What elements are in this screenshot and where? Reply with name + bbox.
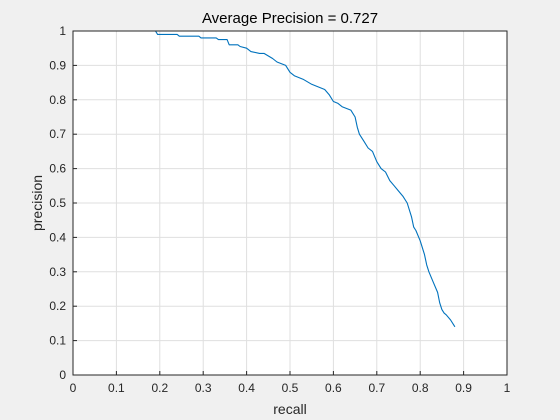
x-tick-label: 0.1 xyxy=(108,381,125,395)
y-tick-label: 1 xyxy=(59,24,66,38)
x-axis-label: recall xyxy=(273,401,306,417)
y-tick-label: 0.8 xyxy=(49,93,66,107)
x-tick-label: 0.8 xyxy=(412,381,429,395)
x-tick-label: 1 xyxy=(504,381,511,395)
y-tick-label: 0.1 xyxy=(49,334,66,348)
y-tick-label: 0.4 xyxy=(49,230,66,244)
y-axis-label: precision xyxy=(29,175,45,231)
series-layer xyxy=(73,30,456,328)
y-tick-label: 0.2 xyxy=(49,299,66,313)
x-tick-label: 0.5 xyxy=(282,381,299,395)
x-tick-label: 0.9 xyxy=(455,381,472,395)
y-ticks: 0 0.1 0.2 0.3 0.4 0.5 0.6 0.7 0.8 0.9 1 xyxy=(49,24,77,382)
x-ticks: 0 0.1 0.2 0.3 0.4 0.5 0.6 0.7 0.8 0.9 1 xyxy=(70,371,511,395)
x-tick-label: 0 xyxy=(70,381,77,395)
x-tick-label: 0.6 xyxy=(325,381,342,395)
y-tick-label: 0.9 xyxy=(49,58,66,72)
chart-title: Average Precision = 0.727 xyxy=(202,10,378,27)
x-tick-label: 0.7 xyxy=(368,381,385,395)
x-tick-label: 0.4 xyxy=(238,381,255,395)
x-tick-label: 0.3 xyxy=(195,381,212,395)
y-tick-label: 0.5 xyxy=(49,196,66,210)
y-tick-label: 0.6 xyxy=(49,162,66,176)
x-tick-label: 0.2 xyxy=(151,381,168,395)
pr-curve-line xyxy=(73,30,456,328)
y-tick-label: 0.7 xyxy=(49,127,66,141)
y-tick-label: 0 xyxy=(59,368,66,382)
y-tick-label: 0.3 xyxy=(49,265,66,279)
